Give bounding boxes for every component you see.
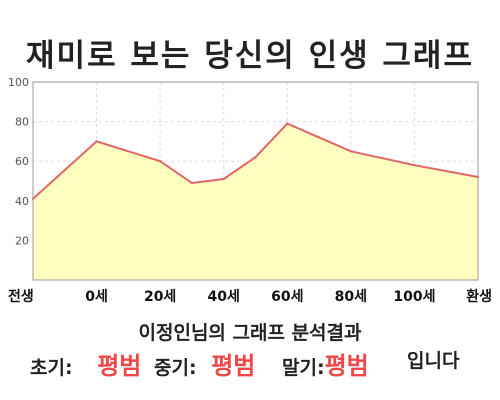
plot-frame: [32, 81, 479, 281]
data-point-6: [286, 122, 289, 125]
y-tick-label: 60: [15, 155, 29, 168]
y-axis-ticks: 100 80 60 40 20: [8, 76, 29, 247]
chart-title: 재미로 보는 당신의 인생 그래프: [26, 38, 474, 74]
early-label: 초기:: [30, 357, 73, 379]
data-point-2: [158, 160, 162, 163]
x-axis-ticks: 전생 0세 20세 40세 60세 80세 100세 환생: [8, 288, 492, 305]
mid-grade: 평범: [211, 352, 256, 380]
y-tick-label: 40: [15, 195, 29, 208]
data-point-3: [190, 181, 194, 185]
late-label: 말기:: [282, 357, 325, 379]
mid-result: 중기: 평범: [154, 346, 255, 381]
mid-label: 중기:: [154, 357, 197, 379]
x-tick-label: 80세: [335, 289, 367, 305]
early-result: 초기: 평범: [30, 346, 141, 381]
data-point-9: [413, 163, 416, 167]
x-tick-label: 20세: [144, 289, 176, 305]
data-point-1: [95, 140, 98, 143]
data-point-5: [254, 156, 257, 159]
data-point-8: [349, 150, 353, 153]
x-tick-label: 0세: [85, 289, 108, 305]
x-tick-label: 60세: [271, 289, 303, 305]
y-tick-label: 20: [15, 234, 29, 247]
x-tick-label: 100세: [393, 289, 435, 305]
data-point-4: [222, 177, 225, 181]
x-tick-label: 전생: [8, 288, 34, 305]
late-result: 말기:평범: [282, 346, 369, 381]
early-grade: 평범: [97, 352, 142, 380]
life-graph-chart: 100 80 60 40 20 전생 0세 20세 40세 60세 80세 100세 환생: [8, 76, 492, 305]
x-tick-label: 환생: [466, 288, 492, 305]
x-tick-label: 40세: [208, 289, 240, 305]
ending-text: 입니다: [407, 350, 460, 372]
late-grade: 평범: [324, 352, 369, 380]
analysis-subtitle: 이정인님의 그래프 분석결과: [138, 322, 362, 344]
y-tick-label: 100: [8, 76, 29, 89]
area-fill: [33, 123, 478, 280]
y-tick-label: 80: [15, 116, 29, 129]
data-point-7: [317, 136, 321, 139]
